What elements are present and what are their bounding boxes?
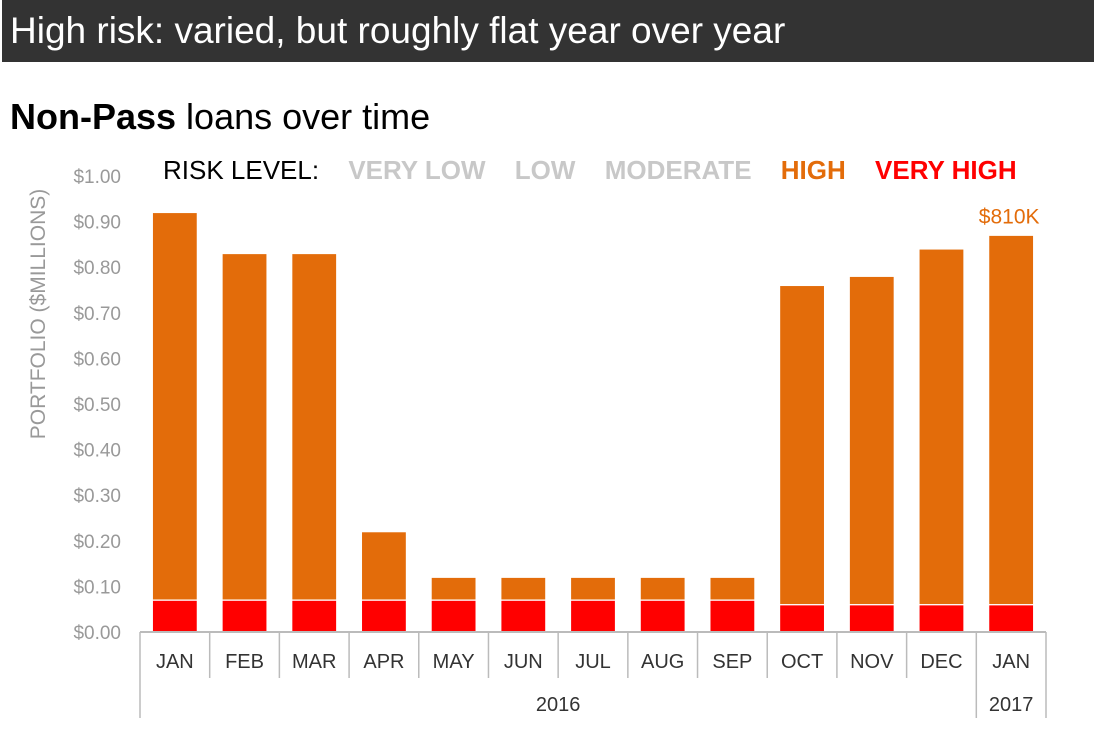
y-tick-label: $1.00 [73, 167, 121, 188]
y-tick-label: $0.80 [73, 258, 121, 279]
bar-very-high [430, 599, 477, 633]
data-label-annotation: $810K [979, 205, 1040, 228]
x-tick-label: JUN [504, 651, 543, 673]
bar-very-high [639, 599, 686, 633]
x-tick-label: DEC [920, 651, 962, 673]
bar-very-high [291, 599, 338, 633]
bar-very-high [848, 604, 895, 633]
subtitle-rest: loans over time [176, 96, 431, 137]
bar-very-high [709, 599, 756, 633]
bar-high [988, 234, 1035, 606]
bar-high [500, 576, 547, 601]
y-tick-label: $0.30 [73, 486, 121, 507]
bar-high [778, 284, 826, 606]
x-tick-label: AUG [641, 651, 684, 673]
x-tick-label: JAN [156, 651, 194, 673]
y-tick-label: $0.50 [73, 395, 121, 416]
bar-high [639, 576, 686, 601]
legend-item-moderate: MODERATE [604, 155, 752, 185]
y-tick-label: $0.70 [73, 304, 121, 325]
bar-very-high [500, 599, 547, 633]
x-tick-label: APR [363, 651, 404, 673]
x-tick-label: MAY [433, 651, 475, 673]
bar-very-high [151, 599, 198, 633]
bar-very-high [778, 604, 826, 633]
bar-high [918, 248, 965, 606]
y-tick-label: $0.20 [73, 532, 121, 553]
x-tick-label: OCT [781, 651, 823, 673]
bar-high [291, 252, 338, 601]
bar-very-high [918, 604, 965, 633]
x-tick-label: SEP [712, 651, 752, 673]
legend-item-low: LOW [514, 155, 576, 185]
legend: RISK LEVEL: VERY LOW LOW MODERATE HIGH V… [163, 155, 1017, 186]
y-tick-label: $0.60 [73, 349, 121, 370]
bar-very-high [569, 599, 617, 633]
bar-very-high [360, 599, 408, 633]
x-group-label: 2017 [989, 694, 1034, 716]
subtitle-bold: Non-Pass [10, 96, 177, 137]
x-tick-label: NOV [850, 651, 894, 673]
bar-very-high [221, 599, 268, 633]
legend-item-high: HIGH [780, 155, 846, 185]
x-tick-label: MAR [292, 651, 336, 673]
x-tick-label: JUL [575, 651, 611, 673]
x-tick-label: JAN [992, 651, 1030, 673]
y-tick-label: $0.40 [73, 441, 121, 462]
legend-item-very-low: VERY LOW [348, 155, 486, 185]
banner-title: High risk: varied, but roughly flat year… [2, 0, 1094, 62]
bar-very-high [988, 604, 1035, 633]
x-group-label: 2016 [536, 694, 581, 716]
bar-high [221, 252, 268, 601]
bar-high [360, 531, 408, 601]
bar-high [709, 576, 756, 601]
y-tick-label: $0.00 [73, 623, 121, 644]
bar-high [848, 275, 895, 606]
y-tick-label: $0.10 [73, 577, 121, 598]
legend-label: RISK LEVEL: [163, 155, 320, 185]
bar-high [151, 211, 198, 601]
legend-item-very-high: VERY HIGH [875, 155, 1017, 185]
bar-high [430, 576, 477, 601]
chart-subtitle: Non-Pass loans over time [10, 96, 430, 138]
bar-high [569, 576, 617, 601]
x-tick-label: FEB [225, 651, 264, 673]
y-tick-label: $0.90 [73, 213, 121, 234]
y-axis-title: PORTFOLIO ($MILLIONS) [27, 189, 50, 440]
